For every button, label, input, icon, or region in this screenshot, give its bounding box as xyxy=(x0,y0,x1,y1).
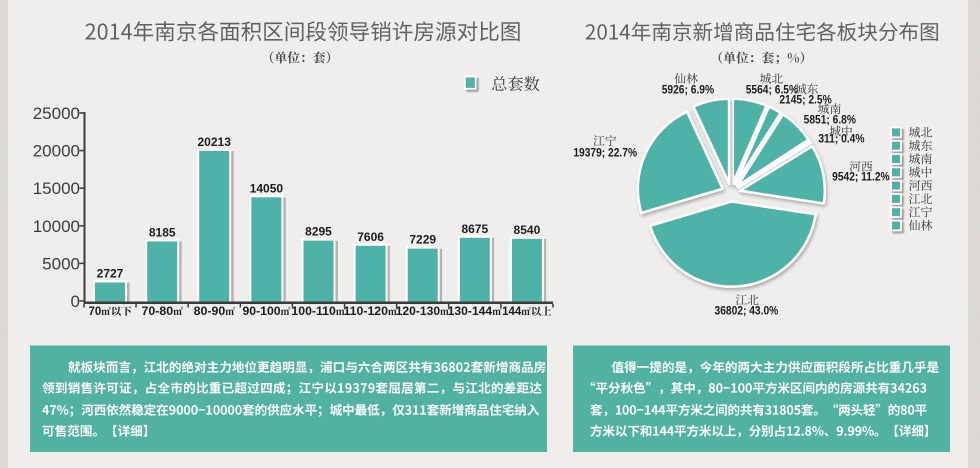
svg-text:20000: 20000 xyxy=(33,142,80,161)
svg-text:5564; 6.5%: 5564; 6.5% xyxy=(746,84,798,97)
svg-text:7606: 7606 xyxy=(357,230,384,244)
svg-text:5851; 6.8%: 5851; 6.8% xyxy=(804,114,856,127)
svg-text:90-100: 90-100 xyxy=(243,306,281,318)
svg-text:100-110: 100-110 xyxy=(291,306,335,318)
svg-text:15000: 15000 xyxy=(33,179,80,198)
svg-text:144: 144 xyxy=(502,306,522,318)
svg-text:2145; 2.5%: 2145; 2.5% xyxy=(779,94,831,107)
svg-text:120-130: 120-130 xyxy=(396,306,440,318)
svg-text:0: 0 xyxy=(71,292,80,311)
svg-text:311; 0.4%: 311; 0.4% xyxy=(818,133,864,146)
svg-text:130-144: 130-144 xyxy=(448,306,493,318)
svg-text:110-120: 110-120 xyxy=(344,306,388,318)
svg-text:5926; 6.9%: 5926; 6.9% xyxy=(662,84,714,97)
svg-text:80-90: 80-90 xyxy=(194,306,226,318)
svg-text:25000: 25000 xyxy=(33,104,80,123)
svg-text:70-80: 70-80 xyxy=(142,306,174,318)
svg-text:8295: 8295 xyxy=(305,225,332,239)
svg-text:8540: 8540 xyxy=(514,223,541,237)
svg-text:8185: 8185 xyxy=(149,225,176,239)
svg-text:36802; 43.0%: 36802; 43.0% xyxy=(715,305,779,318)
svg-text:20213: 20213 xyxy=(198,135,232,149)
svg-text:2727: 2727 xyxy=(97,267,124,281)
svg-text:7229: 7229 xyxy=(409,233,436,247)
svg-text:19379; 22.7%: 19379; 22.7% xyxy=(573,147,637,160)
svg-text:10000: 10000 xyxy=(33,217,80,236)
svg-text:8675: 8675 xyxy=(461,222,488,236)
svg-text:70: 70 xyxy=(89,306,102,318)
svg-text:14050: 14050 xyxy=(250,181,284,195)
svg-text:5000: 5000 xyxy=(42,254,80,273)
svg-text:9542; 11.2%: 9542; 11.2% xyxy=(832,171,889,184)
